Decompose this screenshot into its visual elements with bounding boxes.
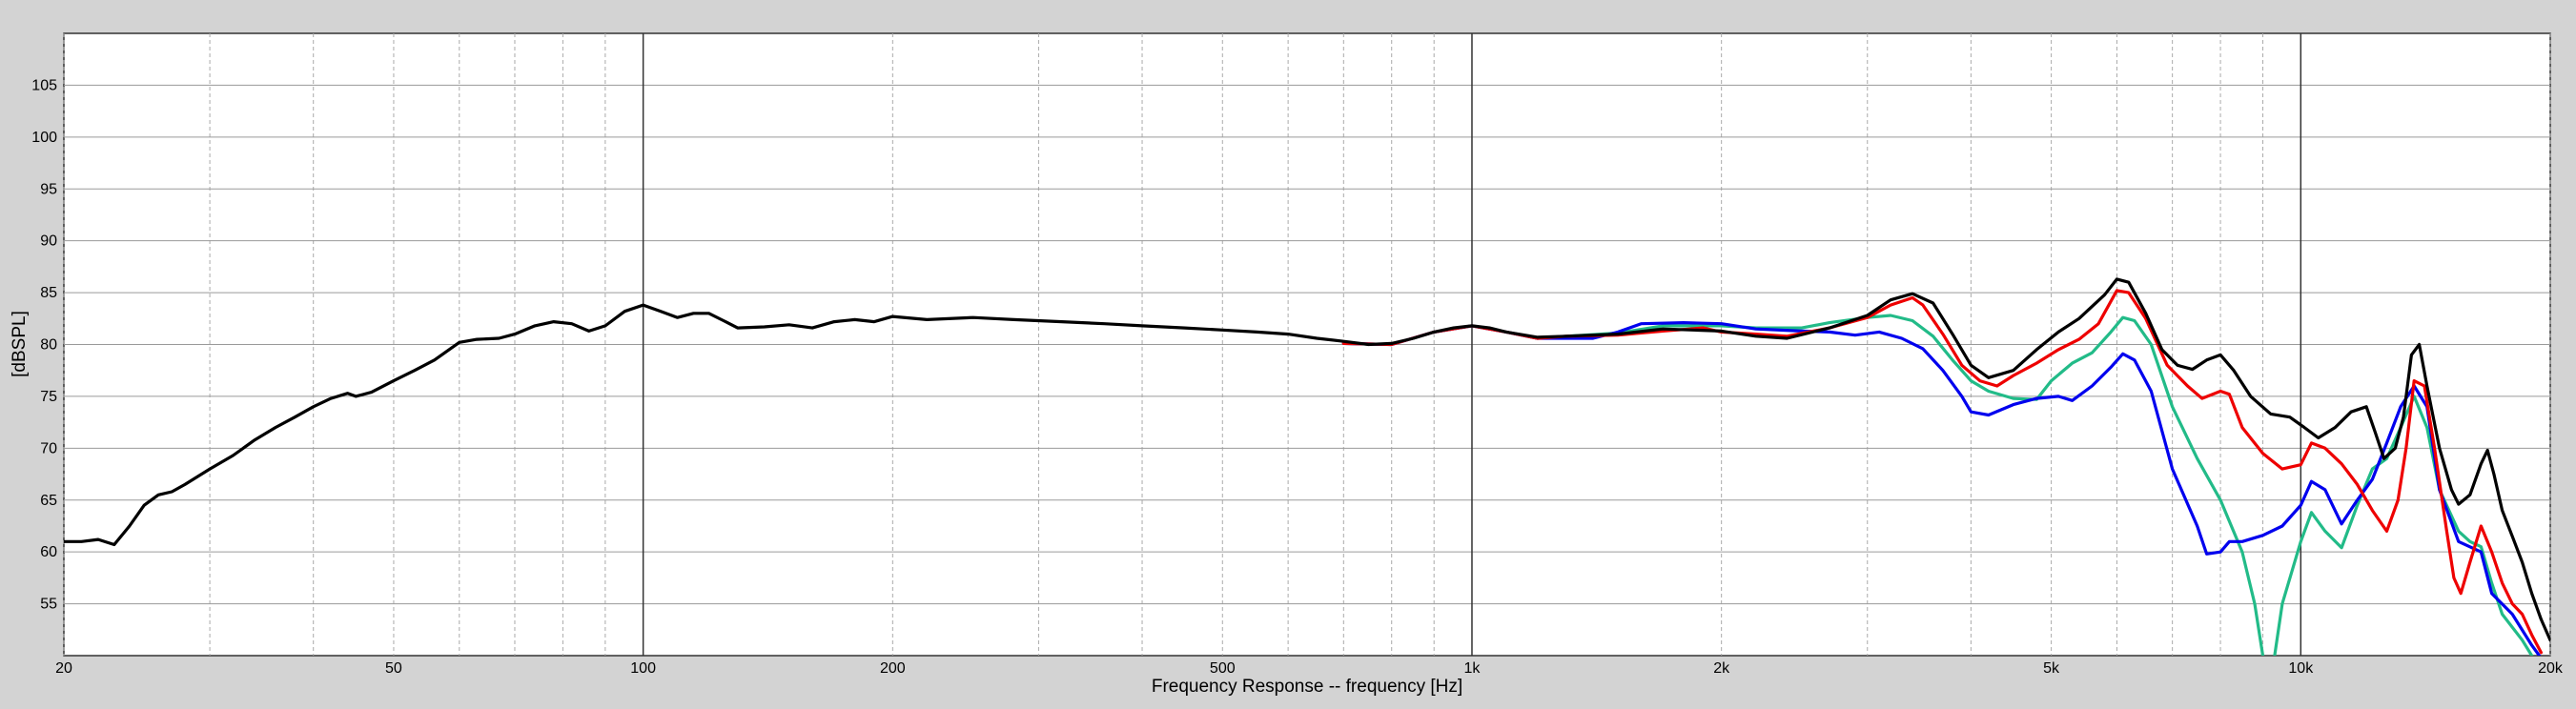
y-tick-label: 85 (40, 285, 57, 301)
x-tick-labels: 20 50 100 200 500 1k 2k 5k 10k 20k (55, 660, 2564, 677)
series-line-2 (2273, 395, 2534, 656)
x-tick-label: 10k (2288, 660, 2314, 677)
grid-lines (63, 33, 2551, 656)
series-line-3 (1341, 321, 2542, 656)
y-tick-label: 65 (40, 493, 57, 509)
y-tick-label: 75 (40, 389, 57, 405)
x-tick-label: 1k (1464, 660, 1482, 677)
series-line-5 (64, 277, 2550, 642)
y-tick-label: 80 (40, 337, 57, 354)
y-tick-label: 70 (40, 440, 57, 456)
y-axis-label: [dBSPL] (10, 311, 30, 377)
x-tick-label: 500 (1210, 660, 1236, 677)
x-tick-label: 20 (55, 660, 72, 677)
y-tick-label: 105 (31, 77, 57, 93)
x-axis-label: Frequency Response -- frequency [Hz] (1152, 677, 1462, 697)
x-tick-label: 5k (2043, 660, 2060, 677)
x-tick-label: 100 (630, 660, 656, 677)
y-tick-label: 100 (31, 130, 57, 146)
x-tick-label: 50 (385, 660, 402, 677)
x-tick-label: 20k (2538, 660, 2564, 677)
y-tick-labels: 55 60 65 70 75 80 85 90 95 100 105 (31, 77, 57, 612)
x-tick-label: 2k (1713, 660, 1730, 677)
y-tick-label: 95 (40, 181, 57, 197)
x-tick-label: 200 (880, 660, 906, 677)
y-tick-label: 90 (40, 233, 57, 250)
series-lines (64, 277, 2550, 656)
y-tick-label: 60 (40, 544, 57, 560)
y-tick-label: 55 (40, 597, 57, 613)
